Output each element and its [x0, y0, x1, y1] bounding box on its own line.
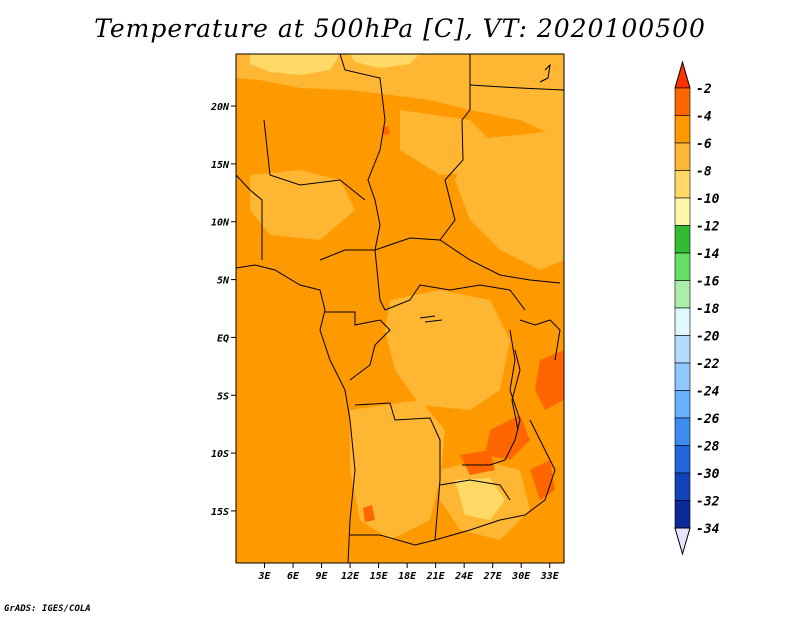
field-band-east-minus6-minus8 — [455, 130, 564, 270]
colorbar-label: -20 — [696, 330, 720, 345]
colorbar-top-arrow — [674, 60, 691, 89]
border — [439, 54, 471, 241]
field-band-minus2-minus4 — [460, 450, 495, 475]
x-tick-label: 33E — [540, 571, 560, 582]
colorbar-label: -28 — [696, 440, 720, 455]
y-tick-label: 15N — [211, 160, 230, 171]
x-axis: 3E 6E 9E 12E 15E 18E 21E 24E 27E 30E 33E — [257, 563, 560, 582]
border — [236, 174, 263, 260]
colorbar-label: -8 — [696, 165, 712, 180]
x-tick-label: 21E — [426, 571, 446, 582]
border — [539, 63, 551, 83]
y-tick-label: EQ — [217, 333, 229, 344]
field-band-north-minus6-minus8 — [236, 54, 564, 140]
field-band-south-minus6-minus8 — [350, 400, 445, 540]
x-tick-label: 3E — [257, 571, 271, 582]
map-frame — [235, 53, 565, 564]
colorbar-segment — [674, 390, 691, 419]
border — [384, 284, 526, 311]
temperature-field — [236, 54, 564, 563]
border — [439, 479, 511, 501]
colorbar-segment — [674, 170, 691, 199]
border — [434, 419, 556, 541]
x-tick-label: 12E — [341, 571, 360, 582]
colorbar: -2 -4 -6 -8 -10 -12 -14 -16 -18 -20 -22 -24 -26 -28 -3… — [674, 60, 720, 556]
y-tick-label: 15S — [211, 507, 229, 518]
y-tick-label: 10N — [211, 218, 230, 229]
colorbar-bottom-arrow — [674, 527, 691, 556]
colorbar-label: -4 — [696, 110, 712, 125]
border — [325, 311, 391, 381]
colorbar-label: -18 — [696, 302, 720, 317]
colorbar-segment — [674, 87, 691, 116]
colorbar-label: -6 — [696, 137, 712, 152]
border — [319, 237, 561, 284]
field-band-minus2-minus4 — [535, 350, 564, 410]
border — [339, 54, 386, 311]
border — [263, 119, 366, 201]
y-tick-label: 5N — [217, 276, 230, 287]
border — [519, 319, 561, 361]
chart-title: Temperature at 500hPa [C], VT: 202010050… — [94, 14, 706, 43]
field-band-west-minus6-minus8 — [250, 170, 355, 240]
colorbar-label: -16 — [696, 275, 720, 290]
colorbar-label: -26 — [696, 412, 720, 427]
colorbar-segment — [674, 307, 691, 336]
y-tick-label: 10S — [211, 449, 229, 460]
colorbar-segment — [674, 500, 691, 529]
x-tick-label: 24E — [454, 571, 474, 582]
colorbar-segment — [674, 445, 691, 474]
y-axis: 20N 15N 10N 5N EQ 5S 10S 15S — [210, 102, 236, 518]
field-band-central-minus6-minus8 — [385, 290, 510, 410]
x-tick-label: 9E — [316, 571, 329, 582]
coastline — [236, 264, 356, 563]
border — [469, 84, 564, 91]
colorbar-segment — [674, 417, 691, 446]
border — [350, 402, 441, 546]
x-tick-label: 27E — [483, 571, 503, 582]
colorbar-label: -24 — [696, 385, 720, 400]
colorbar-label: -2 — [696, 82, 712, 97]
colorbar-label: -12 — [696, 220, 720, 235]
colorbar-segment — [674, 142, 691, 171]
colorbar-label: -14 — [696, 247, 720, 262]
colorbar-segment — [674, 335, 691, 364]
lake-outline — [419, 315, 521, 431]
credit-label: GrADS: IGES/COLA — [4, 604, 91, 614]
colorbar-segment — [674, 252, 691, 281]
y-tick-label: 5S — [217, 391, 229, 402]
x-tick-label: 30E — [511, 571, 531, 582]
field-band-north-minus8-minus10 — [250, 54, 340, 75]
x-tick-label: 15E — [370, 571, 389, 582]
colorbar-segment — [674, 225, 691, 254]
field-band-north-minus8-minus10 — [350, 54, 420, 68]
field-band-minus8-minus10 — [455, 478, 505, 520]
colorbar-segment — [674, 362, 691, 391]
colorbar-segment — [674, 197, 691, 226]
colorbar-label: -32 — [696, 495, 720, 510]
field-band-minus2-minus4 — [363, 505, 375, 522]
political-boundaries — [236, 54, 564, 563]
colorbar-segment — [674, 280, 691, 309]
colorbar-segment — [674, 115, 691, 144]
x-tick-label: 6E — [287, 571, 300, 582]
x-tick-label: 18E — [398, 571, 417, 582]
colorbar-label: -10 — [696, 192, 720, 207]
y-tick-label: 20N — [210, 102, 230, 113]
colorbar-label: -22 — [696, 357, 720, 372]
colorbar-segment — [674, 472, 691, 501]
colorbar-label: -34 — [696, 522, 720, 537]
colorbar-label: -30 — [696, 467, 720, 482]
